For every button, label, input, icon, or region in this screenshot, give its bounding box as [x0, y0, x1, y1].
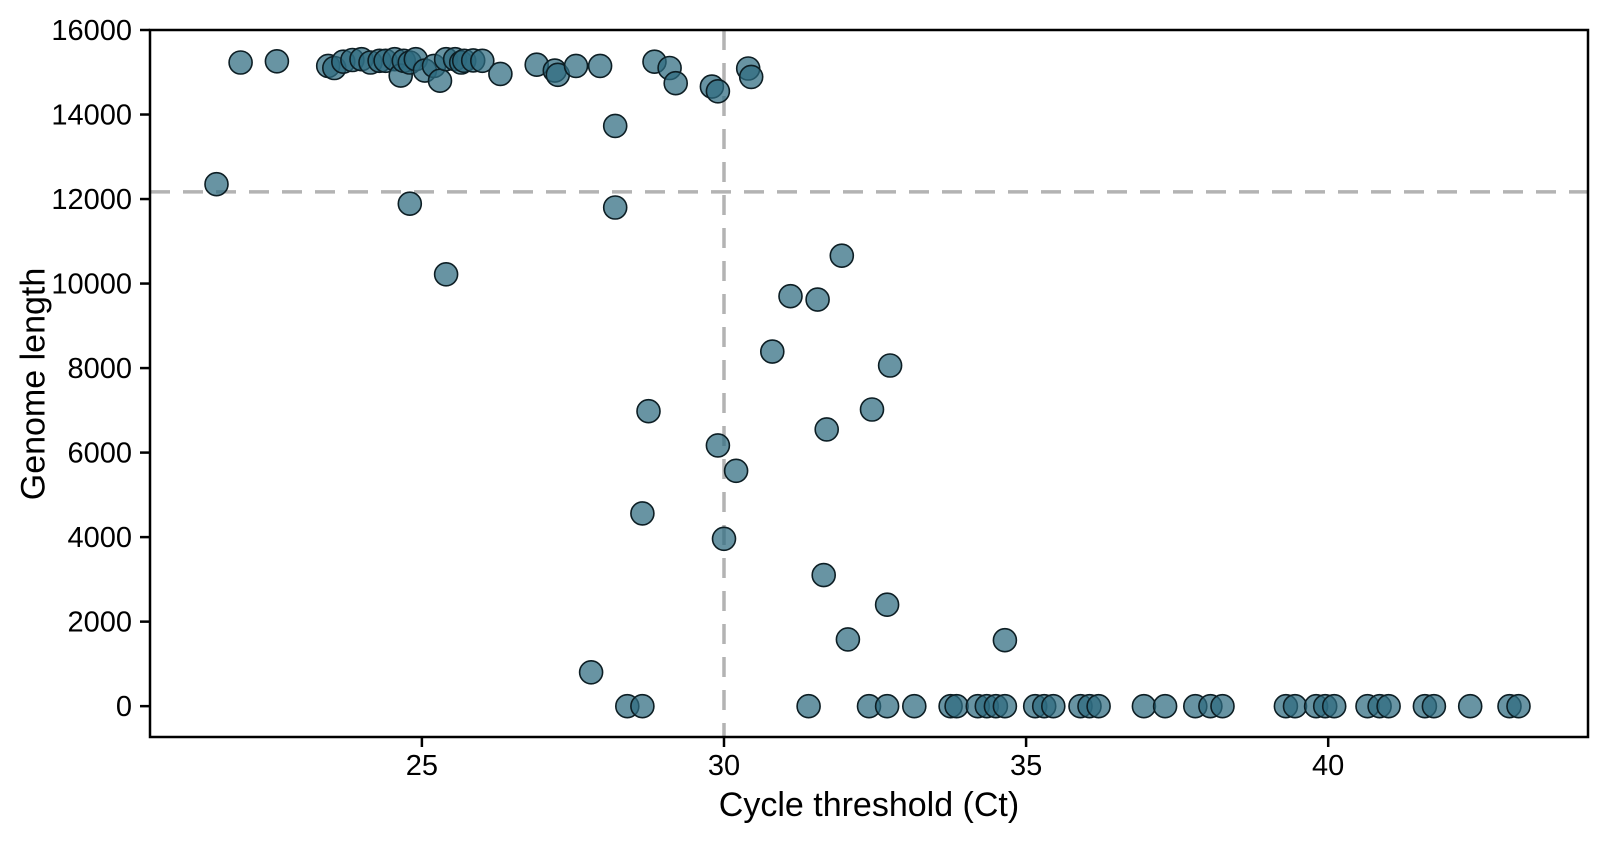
y-tick-label: 16000	[51, 15, 132, 47]
data-point	[874, 693, 900, 719]
data-point	[759, 339, 785, 364]
data-point	[204, 171, 229, 197]
data-point	[433, 261, 459, 287]
data-point	[563, 53, 589, 79]
data-point	[469, 48, 495, 74]
data-point	[1421, 693, 1447, 719]
data-point	[877, 353, 903, 378]
x-tick-label: 35	[1010, 750, 1042, 782]
data-point	[711, 526, 737, 552]
data-point	[1152, 693, 1178, 719]
x-tick-label: 25	[406, 750, 438, 782]
data-point	[602, 195, 628, 220]
data-point	[874, 592, 900, 618]
y-axis-title: Genome length	[14, 267, 53, 501]
x-axis-title: Cycle threshold (Ct)	[718, 786, 1020, 824]
plot-frame	[148, 28, 1590, 739]
y-tick-label: 4000	[67, 522, 132, 554]
data-point	[859, 397, 885, 422]
data-point	[602, 113, 628, 139]
data-point	[636, 398, 661, 424]
data-point	[705, 79, 731, 104]
data-point	[578, 659, 604, 685]
data-point	[835, 627, 861, 652]
data-point	[228, 50, 253, 75]
data-point	[663, 70, 689, 96]
data-point	[901, 693, 927, 719]
data-point	[264, 48, 290, 74]
data-point	[944, 693, 969, 719]
y-tick-label: 8000	[67, 353, 132, 385]
data-point	[992, 693, 1018, 719]
data-point	[1086, 693, 1111, 719]
y-tick-label: 12000	[51, 184, 132, 216]
data-point	[723, 458, 749, 484]
data-point	[992, 627, 1018, 653]
data-point	[630, 501, 655, 526]
data-point	[805, 287, 830, 312]
data-point	[1321, 693, 1347, 719]
data-point	[1506, 693, 1531, 719]
data-point	[427, 68, 453, 93]
data-point	[1041, 693, 1066, 719]
data-point	[1376, 693, 1401, 719]
data-point	[738, 64, 764, 90]
data-point	[1457, 693, 1483, 719]
y-tick-label: 10000	[51, 269, 132, 301]
data-point	[796, 693, 821, 719]
data-point	[829, 243, 855, 268]
y-tick-label: 14000	[51, 100, 132, 132]
data-point	[1282, 693, 1308, 719]
data-point	[811, 562, 837, 588]
data-point	[1131, 693, 1157, 719]
y-tick-label: 0	[116, 691, 132, 723]
data-point	[397, 191, 423, 216]
data-point	[778, 283, 803, 309]
data-point	[488, 61, 513, 87]
data-point	[1210, 693, 1235, 719]
data-point	[705, 433, 731, 458]
data-point	[587, 53, 613, 79]
x-tick-label: 40	[1312, 750, 1344, 782]
x-tick-label: 30	[708, 750, 740, 782]
data-point	[630, 693, 655, 719]
y-tick-label: 2000	[67, 607, 132, 639]
y-tick-label: 6000	[67, 438, 132, 470]
data-point	[814, 417, 840, 442]
